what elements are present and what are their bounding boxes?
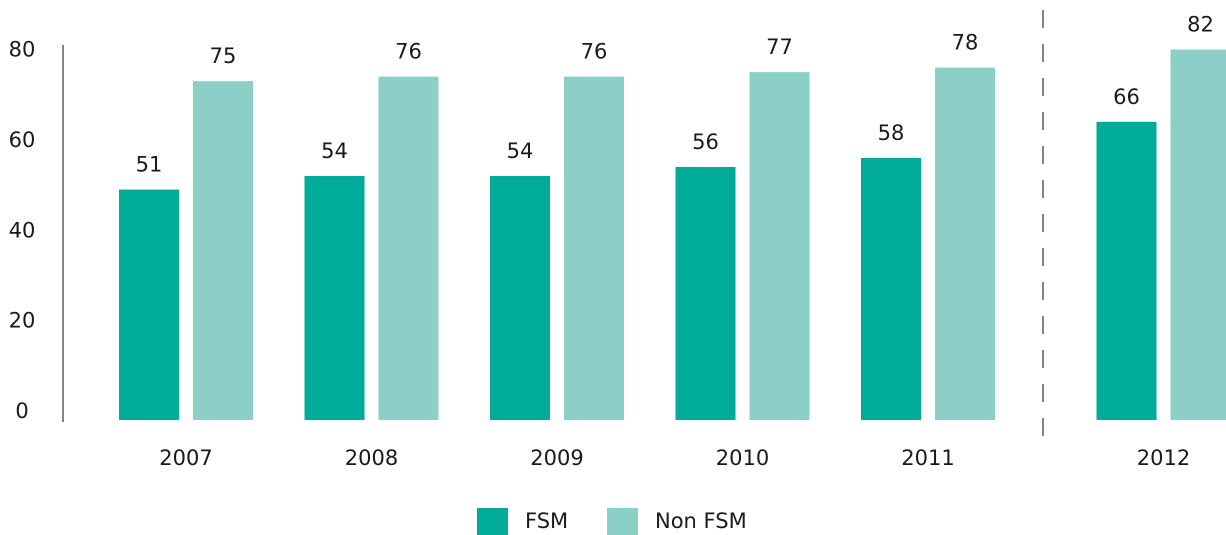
value-label: 78: [952, 31, 979, 55]
value-label: 76: [581, 40, 608, 64]
bar: [1096, 121, 1157, 421]
x-tick-label: 2011: [901, 446, 954, 470]
bar: [304, 176, 365, 420]
value-label: 56: [692, 130, 719, 154]
y-tick-label: 40: [9, 218, 36, 242]
bar: [119, 189, 179, 420]
bar: [749, 72, 810, 421]
bar: [935, 67, 995, 420]
x-tick-label: 2007: [159, 446, 212, 470]
x-tick-label: 2010: [716, 446, 769, 470]
legend-label: FSM: [525, 509, 568, 533]
bar: [564, 76, 624, 421]
legend-label: Non FSM: [655, 509, 747, 533]
x-tick-label: 2012: [1137, 446, 1190, 470]
bar: [193, 81, 253, 420]
value-label: 54: [321, 139, 348, 163]
bar: [1170, 49, 1226, 421]
value-label: 77: [766, 35, 793, 59]
value-label: 82: [1187, 13, 1214, 37]
y-tick-label: 20: [9, 309, 36, 333]
bar: [378, 76, 439, 421]
bar: [675, 166, 736, 420]
value-label: 66: [1113, 85, 1140, 109]
value-label: 51: [136, 153, 163, 177]
value-label: 58: [878, 121, 905, 145]
bar: [861, 157, 921, 420]
value-label: 75: [210, 44, 237, 68]
x-tick-label: 2008: [345, 446, 398, 470]
bar: [490, 176, 550, 420]
x-tick-label: 2009: [530, 446, 583, 470]
legend-swatch: [607, 508, 638, 535]
legend-swatch: [477, 508, 508, 535]
y-tick-label: 0: [15, 399, 28, 423]
y-tick-label: 60: [9, 128, 36, 152]
value-label: 54: [507, 139, 534, 163]
value-label: 76: [395, 40, 422, 64]
y-tick-label: 80: [9, 38, 36, 62]
